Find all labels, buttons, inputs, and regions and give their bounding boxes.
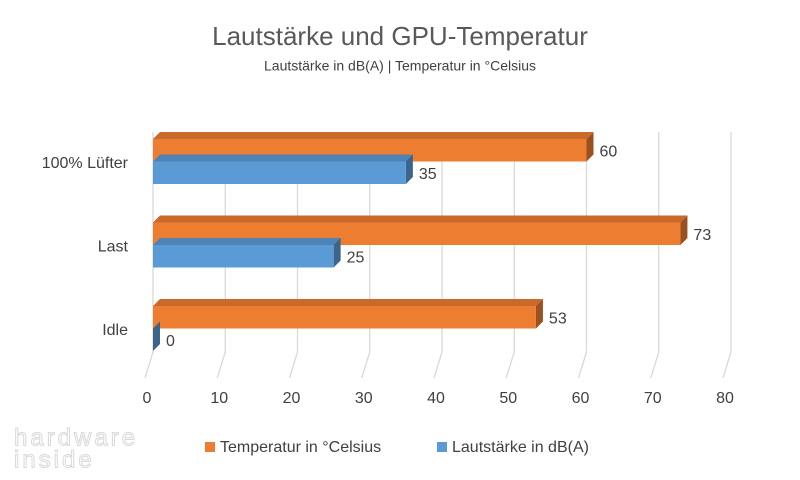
grid-line [144, 132, 154, 379]
grid-line [650, 132, 660, 379]
data-label: 73 [693, 227, 711, 244]
bar [153, 154, 413, 184]
bar-side [535, 299, 543, 329]
grid-line [505, 132, 515, 379]
bar [153, 299, 543, 329]
bar-side [333, 238, 341, 268]
x-tick-label: 40 [427, 390, 445, 407]
bar-top [153, 299, 543, 306]
x-tick-label: 30 [355, 390, 373, 407]
data-label: 35 [419, 166, 437, 183]
x-tick-label: 50 [499, 390, 517, 407]
x-tick-label: 10 [210, 390, 228, 407]
bar-front [153, 245, 334, 268]
x-tick-label: 60 [572, 390, 590, 407]
grid-line [216, 132, 226, 379]
y-tick-label: Last [98, 239, 129, 256]
bar-side [586, 132, 594, 162]
bar-side [405, 154, 413, 184]
bar-front [153, 161, 406, 184]
grid-line [577, 132, 588, 379]
chart-title: Lautstärke und GPU-Temperatur [212, 21, 588, 51]
bar-top [153, 154, 413, 162]
bar-side [153, 321, 160, 351]
y-tick-label: 100% Lüfter [42, 155, 129, 172]
watermark: inside [14, 446, 95, 473]
watermark: hardware [14, 424, 138, 451]
x-tick-label: 0 [143, 390, 152, 407]
legend-swatch [437, 442, 447, 452]
bar-top [153, 238, 341, 245]
data-label: 0 [166, 333, 175, 350]
grid-line [361, 132, 371, 379]
x-tick-label: 80 [716, 390, 734, 407]
legend-swatch [205, 442, 215, 452]
data-label: 53 [549, 310, 567, 327]
bar [153, 321, 160, 351]
x-tick-label: 20 [283, 390, 301, 407]
bar-front [153, 306, 536, 329]
bar [153, 238, 341, 268]
x-tick-label: 70 [644, 390, 662, 407]
grid-line [433, 132, 443, 379]
grid-line [288, 132, 299, 379]
data-label: 25 [347, 249, 365, 266]
grid-line [722, 132, 732, 379]
bar-top [153, 132, 594, 139]
y-tick-label: Idle [102, 322, 128, 339]
legend-label: Lautstärke in dB(A) [452, 439, 589, 456]
chart-subtitle: Lautstärke in dB(A) | Temperatur in °Cel… [264, 58, 536, 74]
legend-label: Temperatur in °Celsius [220, 439, 381, 456]
data-label: 60 [600, 143, 618, 160]
bar-side [680, 215, 688, 245]
bar-top [153, 215, 688, 223]
